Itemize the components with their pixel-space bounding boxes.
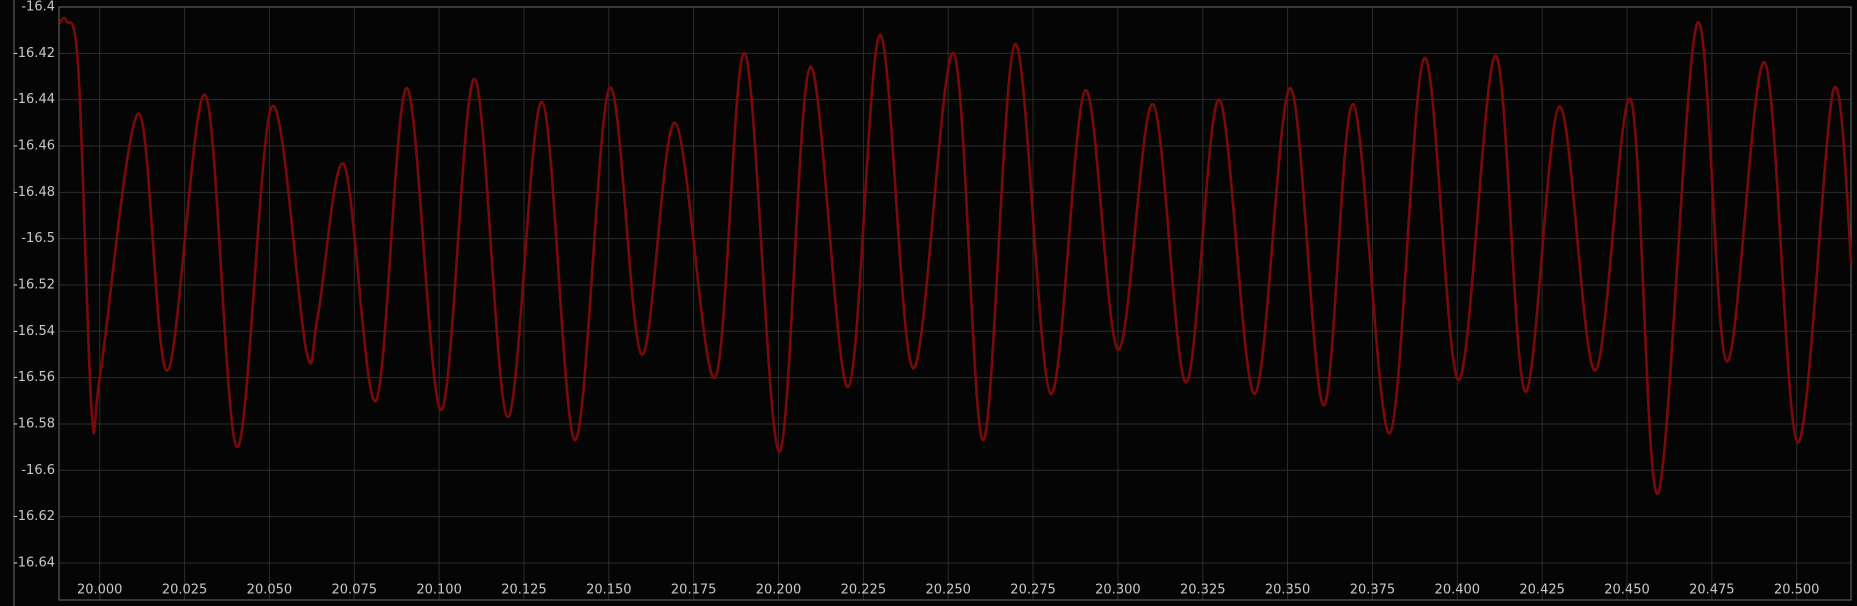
x-tick-label: 20.450 <box>1604 583 1650 598</box>
x-tick-label: 20.075 <box>332 583 378 598</box>
x-tick-label: 20.000 <box>77 583 123 598</box>
x-tick-label: 20.175 <box>671 583 717 598</box>
x-tick-label: 20.025 <box>162 583 208 598</box>
x-tick-label: 20.350 <box>1265 583 1311 598</box>
x-tick-label: 20.125 <box>501 583 547 598</box>
x-tick-label: 20.150 <box>586 583 632 598</box>
x-tick-label: 20.200 <box>756 583 802 598</box>
x-tick-label: 20.100 <box>416 583 462 598</box>
y-tick-label: -16.44 <box>13 92 55 107</box>
x-tick-label: 20.500 <box>1774 583 1820 598</box>
y-tick-label: -16.62 <box>13 509 55 524</box>
x-tick-label: 20.250 <box>925 583 971 598</box>
x-tick-label: 20.400 <box>1435 583 1481 598</box>
x-tick-label: 20.375 <box>1350 583 1396 598</box>
y-tick-label: -16.46 <box>13 138 55 153</box>
x-tick-label: 20.325 <box>1180 583 1226 598</box>
y-tick-label: -16.64 <box>13 555 55 570</box>
y-tick-label: -16.56 <box>13 370 55 385</box>
y-tick-label: -16.4 <box>21 0 55 15</box>
x-tick-label: 20.425 <box>1519 583 1565 598</box>
y-tick-label: -16.48 <box>13 185 55 200</box>
x-tick-label: 20.275 <box>1010 583 1056 598</box>
y-tick-label: -16.52 <box>13 277 55 292</box>
data-line <box>58 16 1853 495</box>
x-tick-label: 20.300 <box>1095 583 1141 598</box>
y-tick-label: -16.6 <box>21 463 55 478</box>
y-tick-label: -16.5 <box>21 231 55 246</box>
y-tick-label: -16.54 <box>13 324 55 339</box>
plot-frame <box>58 6 1852 601</box>
x-tick-label: 20.225 <box>841 583 887 598</box>
x-tick-label: 20.475 <box>1689 583 1735 598</box>
y-tick-label: -16.58 <box>13 416 55 431</box>
y-tick-label: -16.42 <box>13 46 55 61</box>
x-tick-label: 20.050 <box>247 583 293 598</box>
